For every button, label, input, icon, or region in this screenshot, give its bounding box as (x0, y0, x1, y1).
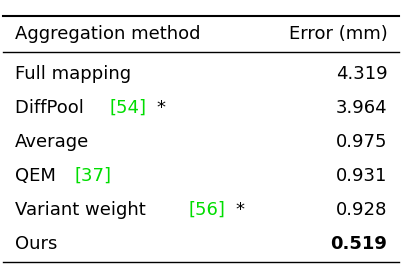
Text: 3.964: 3.964 (335, 99, 387, 117)
Text: Full mapping: Full mapping (14, 65, 130, 83)
Text: *: * (156, 99, 165, 117)
Text: 0.931: 0.931 (335, 167, 387, 185)
Text: Average: Average (14, 133, 89, 151)
Text: Variant weight: Variant weight (14, 201, 151, 219)
Text: DiffPool: DiffPool (14, 99, 89, 117)
Text: Error (mm): Error (mm) (288, 25, 387, 43)
Text: 4.319: 4.319 (335, 65, 387, 83)
Text: Ours: Ours (14, 235, 57, 252)
Text: 0.928: 0.928 (335, 201, 387, 219)
Text: [37]: [37] (74, 167, 111, 185)
Text: *: * (235, 201, 244, 219)
Text: 0.975: 0.975 (335, 133, 387, 151)
Text: [54]: [54] (109, 99, 146, 117)
Text: QEM: QEM (14, 167, 61, 185)
Text: Aggregation method: Aggregation method (14, 25, 200, 43)
Text: [56]: [56] (188, 201, 225, 219)
Text: 0.519: 0.519 (330, 235, 387, 252)
